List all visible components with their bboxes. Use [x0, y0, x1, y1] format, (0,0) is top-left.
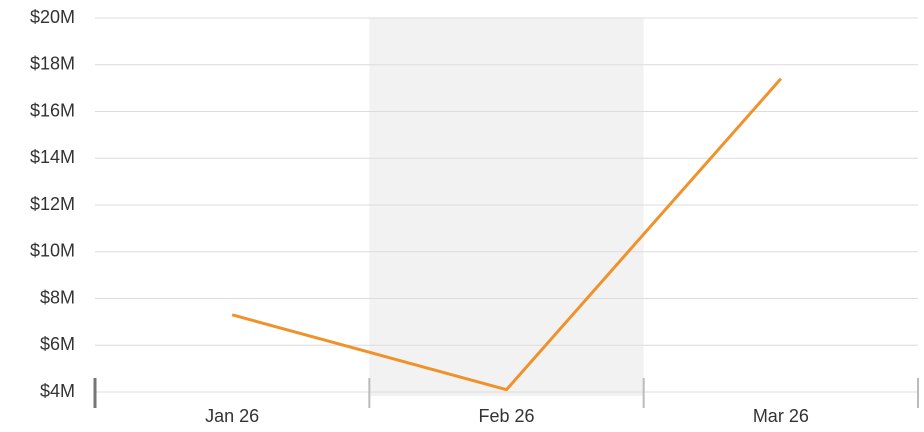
line [231, 77, 782, 392]
y-tick-label: $4M [40, 381, 75, 401]
y-tick-label: $14M [30, 147, 75, 167]
y-tick-label: $16M [30, 100, 75, 120]
x-tick-label: Jan 26 [205, 406, 259, 426]
hover-band [369, 18, 644, 396]
y-tick-label: $18M [30, 54, 75, 74]
y-tick-label: $20M [30, 7, 75, 27]
x-tick-label: Feb 26 [478, 406, 534, 426]
y-tick-label: $8M [40, 287, 75, 307]
y-tick-label: $6M [40, 334, 75, 354]
y-tick-label: $12M [30, 194, 75, 214]
y-tick-label: $10M [30, 241, 75, 261]
x-tick-label: Mar 26 [753, 406, 809, 426]
